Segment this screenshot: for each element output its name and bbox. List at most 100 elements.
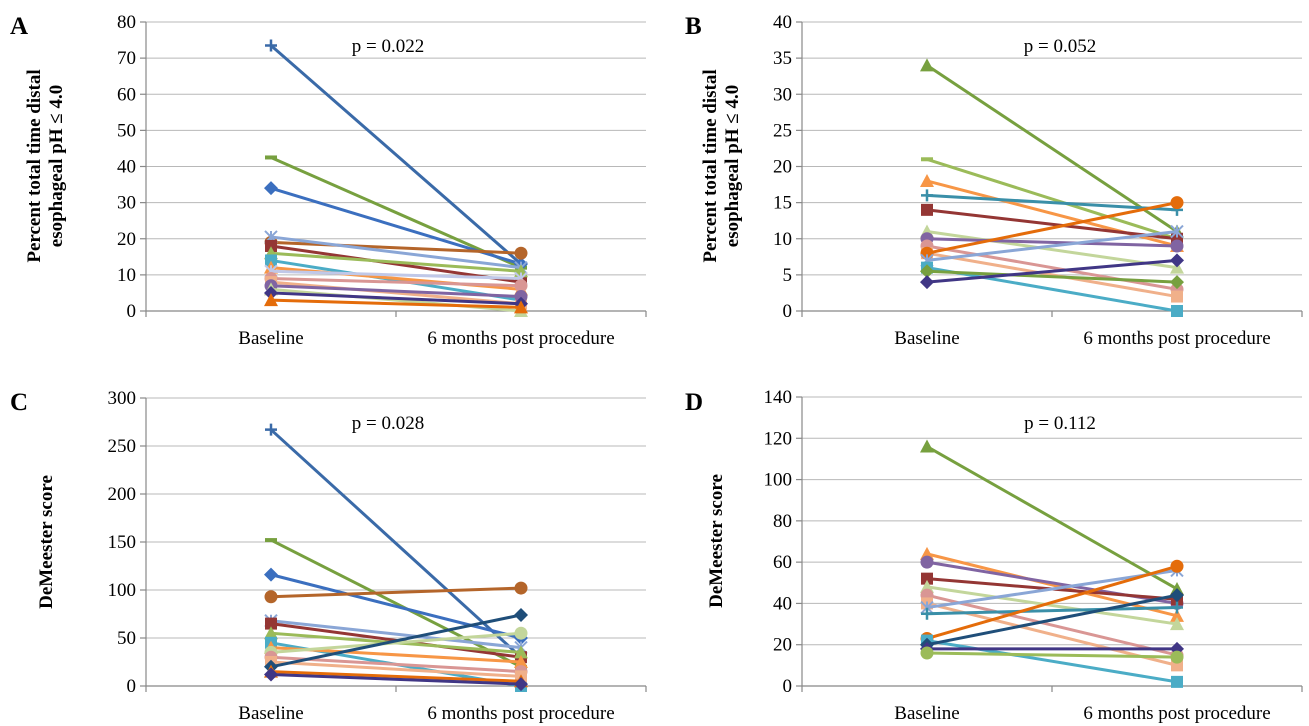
y-tick-label: 0 — [127, 676, 137, 697]
panel-letter: A — [10, 13, 28, 40]
chart-panel-a: 0 10 20 30 40 50 60 70 80 Baseline 6 months post p… — [10, 12, 647, 349]
data-point — [265, 423, 277, 436]
data-point — [1171, 305, 1183, 317]
series-line — [269, 428, 523, 659]
x-category-label: 6 months post procedure — [427, 328, 614, 349]
series-1 — [265, 39, 527, 271]
data-point — [920, 264, 934, 279]
series-line — [926, 445, 1178, 591]
data-point — [1170, 617, 1184, 631]
series-line — [926, 564, 1178, 640]
y-tick-label: 40 — [773, 12, 792, 33]
y-tick-label: 20 — [117, 229, 136, 250]
x-category-label: Baseline — [894, 703, 959, 724]
y-tick-label: 100 — [108, 580, 137, 601]
series-line — [270, 660, 522, 678]
data-point — [921, 607, 933, 620]
data-point — [1171, 290, 1183, 303]
y-tick-label: 40 — [117, 157, 136, 178]
y-tick-label: 5 — [783, 265, 793, 286]
chart-panel-b: 0 5 10 15 20 25 30 35 40 Baseline 6 months post pr… — [685, 12, 1303, 349]
series-line — [270, 235, 522, 270]
y-axis-label-line: DeMeester score — [36, 475, 57, 609]
data-point — [1171, 601, 1183, 614]
data-point — [265, 254, 277, 267]
y-tick-label: 30 — [117, 193, 136, 214]
data-point — [514, 607, 528, 622]
series-9 — [921, 601, 1183, 620]
y-axis-label-line: esophageal pH ≤ 4.0 — [46, 85, 67, 247]
data-point — [920, 646, 934, 660]
data-point — [265, 538, 277, 543]
data-point — [514, 655, 528, 668]
series-line — [270, 269, 522, 280]
y-tick-label: 250 — [108, 436, 137, 457]
y-axis-label-line: Percent total time distal — [24, 69, 45, 262]
series-line — [926, 266, 1178, 313]
series-line — [270, 619, 522, 650]
chart-panel-c: 0 50 100 150 200 250 300 Baseline 6 months post … — [10, 388, 647, 724]
panel-letter: C — [10, 389, 28, 416]
data-point — [1170, 239, 1184, 253]
series-line — [270, 276, 522, 288]
series-13 — [920, 264, 1184, 290]
series-line — [270, 291, 522, 306]
data-point — [920, 439, 934, 453]
data-point — [1170, 224, 1184, 239]
series-line — [926, 585, 1178, 626]
series-6 — [920, 588, 1184, 662]
data-point — [921, 189, 933, 202]
y-tick-label: 20 — [773, 635, 792, 656]
y-tick-label: 10 — [773, 229, 792, 250]
series-14 — [920, 646, 1184, 664]
series-line — [270, 251, 522, 273]
series-line — [926, 237, 1178, 248]
series-line — [926, 201, 1178, 255]
data-point — [920, 555, 934, 569]
y-axis-label: Percent total time distalesophageal pH ≤… — [700, 69, 743, 262]
series-line — [270, 672, 522, 686]
series-line — [926, 157, 1178, 241]
series-line — [270, 586, 522, 599]
series-line — [270, 631, 522, 654]
y-axis-label-line: esophageal pH ≤ 4.0 — [722, 85, 743, 247]
series-line — [926, 651, 1178, 659]
data-point — [264, 181, 278, 196]
y-tick-label: 60 — [117, 84, 136, 105]
data-point — [265, 155, 277, 160]
series-3 — [264, 181, 528, 272]
series-16 — [264, 293, 528, 314]
y-tick-label: 40 — [773, 593, 792, 614]
data-point — [264, 626, 278, 640]
series-line — [926, 269, 1178, 284]
series-line — [926, 244, 1178, 291]
data-point — [920, 173, 934, 187]
series-line — [270, 284, 522, 299]
series-4 — [264, 581, 528, 604]
y-tick-label: 30 — [773, 84, 792, 105]
data-point — [921, 203, 933, 216]
series-2 — [920, 546, 1184, 622]
y-tick-label: 50 — [117, 120, 136, 141]
y-tick-label: 140 — [764, 387, 793, 408]
data-point — [514, 279, 528, 293]
data-point — [265, 239, 277, 252]
series-line — [926, 606, 1178, 616]
y-tick-label: 200 — [108, 484, 137, 505]
data-point — [265, 39, 277, 52]
series-line — [926, 593, 1178, 647]
y-tick-label: 20 — [773, 157, 792, 178]
panel-letter: D — [685, 389, 703, 416]
y-tick-label: 60 — [773, 552, 792, 573]
y-tick-label: 300 — [108, 388, 137, 409]
series-line — [270, 156, 522, 270]
y-tick-label: 25 — [773, 120, 792, 141]
p-value-annotation: p = 0.052 — [1024, 36, 1096, 57]
data-point — [514, 645, 528, 659]
y-tick-label: 80 — [773, 511, 792, 532]
data-point — [514, 300, 528, 314]
series-line — [270, 573, 522, 640]
data-point — [264, 667, 278, 682]
x-category-label: 6 months post procedure — [1083, 328, 1270, 349]
data-point — [514, 626, 528, 640]
